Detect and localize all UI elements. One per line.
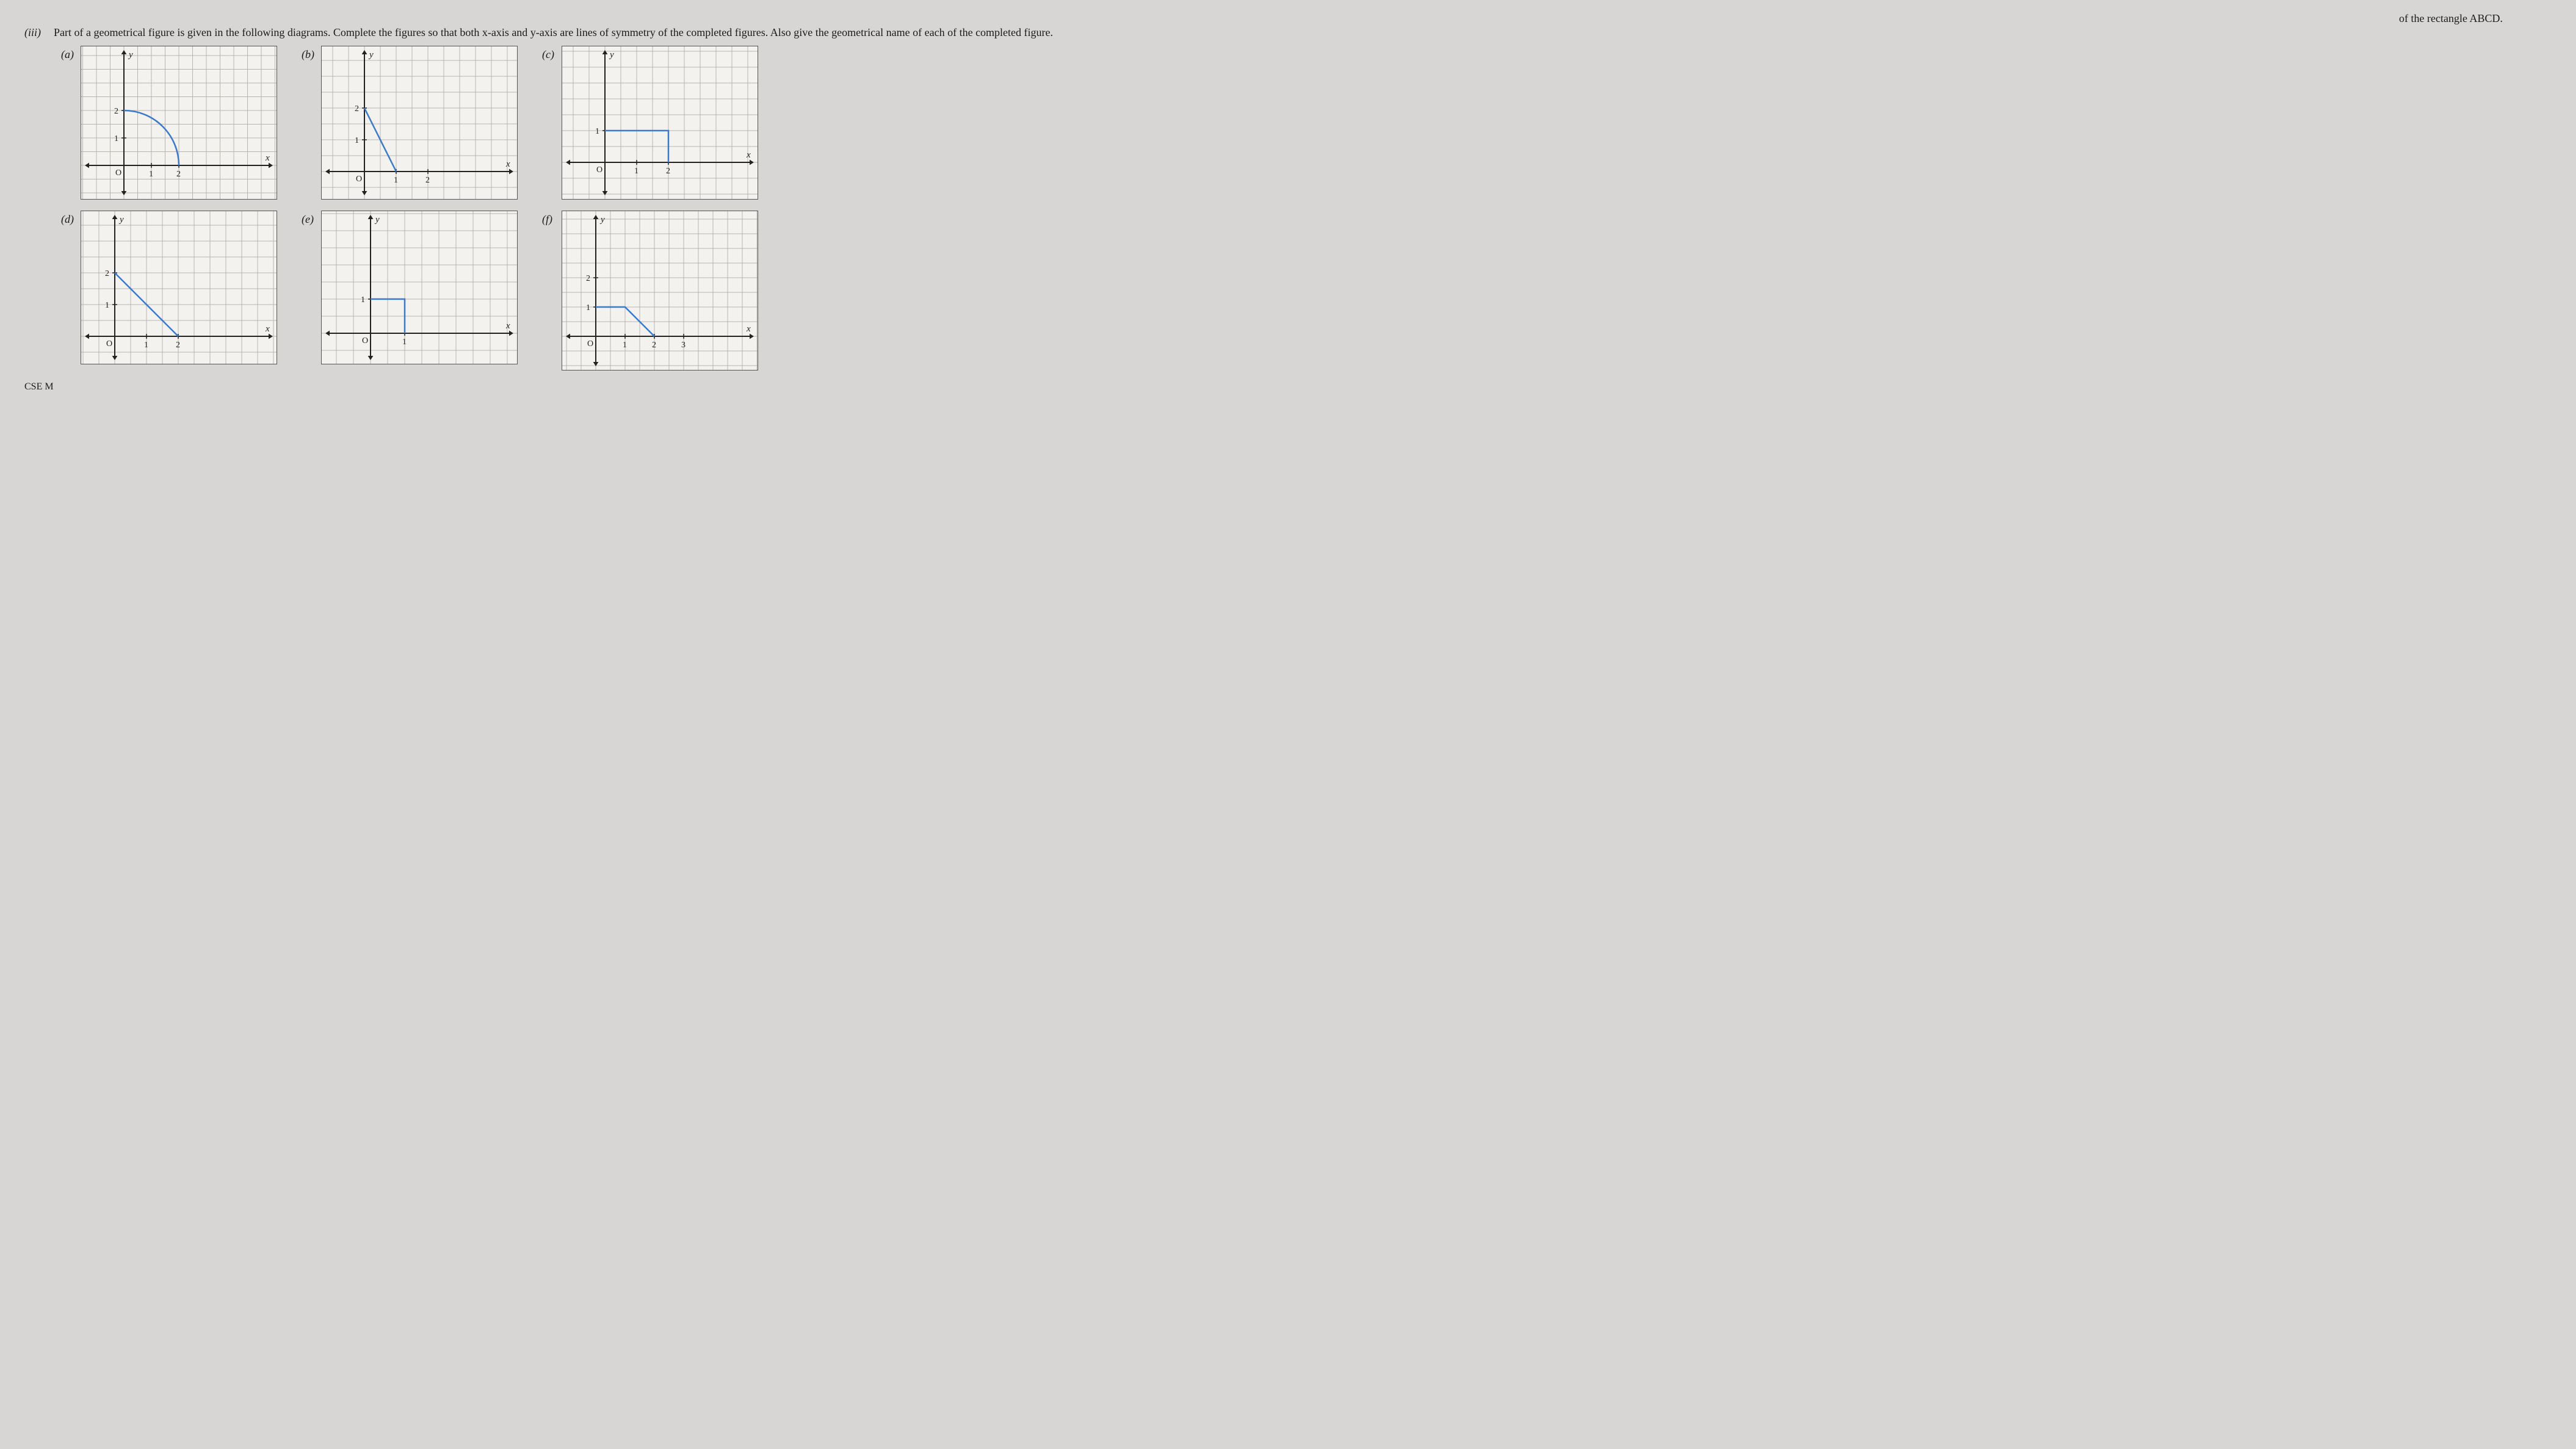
svg-text:2: 2 <box>176 341 180 350</box>
svg-text:2: 2 <box>652 341 656 350</box>
graph-b-svg: Oy x 1 2 1 2 <box>322 46 517 199</box>
svg-text:O: O <box>362 336 368 345</box>
svg-text:y: y <box>609 50 614 60</box>
panel-a: (a) Oy x 1 2 1 2 <box>61 46 277 200</box>
svg-text:y: y <box>368 50 374 60</box>
panel-label-f: (f) <box>542 211 557 226</box>
question-block: (iii) Part of a geometrical figure is gi… <box>24 25 2552 40</box>
svg-text:2: 2 <box>355 104 359 114</box>
panel-b: (b) Oy x 1 2 1 2 <box>302 46 518 200</box>
graph-c-svg: Oy x 1 2 1 <box>562 46 758 199</box>
svg-text:x: x <box>505 321 510 331</box>
panel-f: (f) Oy x 1 2 3 1 2 <box>542 211 758 370</box>
preceding-fragment: of the rectangle ABCD. <box>2399 12 2503 24</box>
preceding-line: of the rectangle ABCD. <box>24 12 2552 25</box>
svg-text:O: O <box>587 339 593 349</box>
svg-text:2: 2 <box>114 107 118 116</box>
svg-text:2: 2 <box>176 170 181 179</box>
graph-d-svg: Oy x 1 2 1 2 <box>81 211 277 364</box>
svg-text:O: O <box>356 175 362 184</box>
svg-text:2: 2 <box>105 269 109 278</box>
graph-e-svg: Oy x 1 1 <box>322 211 517 364</box>
panel-d: (d) Oy x 1 2 1 2 <box>61 211 277 364</box>
panel-label-a: (a) <box>61 46 76 61</box>
graph-b: Oy x 1 2 1 2 <box>321 46 518 200</box>
svg-text:x: x <box>746 324 751 334</box>
graph-e: Oy x 1 1 <box>321 211 518 364</box>
panel-label-d: (d) <box>61 211 76 226</box>
svg-text:1: 1 <box>586 303 590 313</box>
svg-text:O: O <box>596 165 602 175</box>
svg-text:1: 1 <box>623 341 627 350</box>
svg-text:x: x <box>505 159 510 169</box>
svg-text:y: y <box>128 50 133 60</box>
footer-fragment: CSE M <box>24 381 2552 392</box>
panel-label-c: (c) <box>542 46 557 61</box>
panel-row-2: (d) Oy x 1 2 1 2 (e) Oy x 1 1 (f) Oy x 1 2 3 1 2 <box>61 211 2552 370</box>
svg-text:1: 1 <box>595 127 599 136</box>
panel-label-e: (e) <box>302 211 316 226</box>
svg-text:1: 1 <box>361 295 365 305</box>
graph-f-svg: Oy x 1 2 3 1 2 <box>562 211 758 370</box>
svg-text:O: O <box>106 339 112 349</box>
panel-label-b: (b) <box>302 46 316 61</box>
svg-text:y: y <box>599 215 605 225</box>
question-text: Part of a geometrical figure is given in… <box>54 25 2552 40</box>
svg-text:1: 1 <box>144 341 148 350</box>
panel-e: (e) Oy x 1 1 <box>302 211 518 364</box>
svg-text:1: 1 <box>105 301 109 310</box>
svg-text:y: y <box>118 215 124 225</box>
svg-text:2: 2 <box>425 176 430 185</box>
graph-a-svg: Oy x 1 2 1 2 <box>81 46 277 199</box>
svg-text:x: x <box>265 153 270 163</box>
svg-text:y: y <box>374 215 380 225</box>
svg-text:1: 1 <box>634 167 639 176</box>
svg-text:x: x <box>265 324 270 334</box>
graph-d: Oy x 1 2 1 2 <box>81 211 277 364</box>
graph-c: Oy x 1 2 1 <box>562 46 758 200</box>
graph-f: Oy x 1 2 3 1 2 <box>562 211 758 370</box>
svg-text:1: 1 <box>402 338 407 347</box>
graph-a: Oy x 1 2 1 2 <box>81 46 277 200</box>
svg-text:O: O <box>115 168 121 178</box>
svg-text:x: x <box>746 150 751 160</box>
svg-text:1: 1 <box>149 170 153 179</box>
svg-text:3: 3 <box>681 341 686 350</box>
question-number: (iii) <box>24 25 46 40</box>
svg-text:1: 1 <box>394 176 398 185</box>
svg-text:1: 1 <box>355 136 359 145</box>
svg-text:2: 2 <box>586 274 590 283</box>
panel-row-1: (a) Oy x 1 2 1 2 (b) Oy x 1 2 1 2 (c) Oy x 1 2 1 <box>61 46 2552 200</box>
panel-c: (c) Oy x 1 2 1 <box>542 46 758 200</box>
svg-text:1: 1 <box>114 134 118 143</box>
svg-text:2: 2 <box>666 167 670 176</box>
